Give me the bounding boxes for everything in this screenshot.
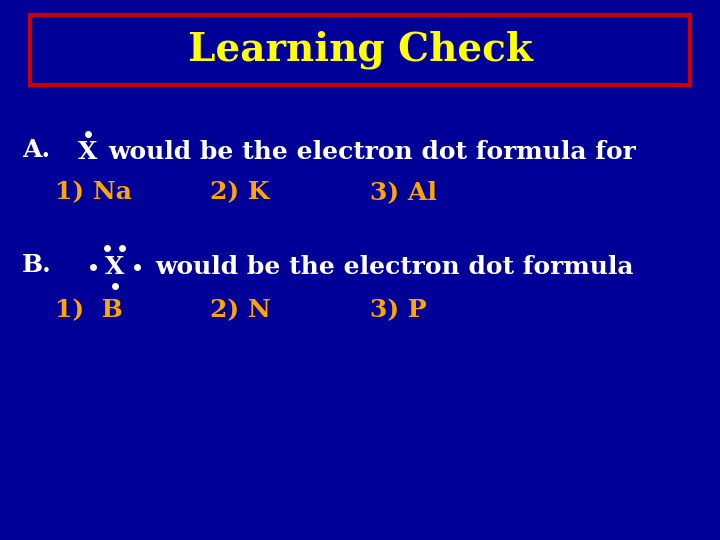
Text: X: X xyxy=(105,255,125,279)
Text: 1) Na: 1) Na xyxy=(55,180,132,204)
Text: 2) K: 2) K xyxy=(210,180,269,204)
Text: A.: A. xyxy=(22,138,50,162)
Text: 2) N: 2) N xyxy=(210,298,271,322)
Text: would be the electron dot formula for: would be the electron dot formula for xyxy=(108,140,636,164)
FancyBboxPatch shape xyxy=(30,15,690,85)
Text: B.: B. xyxy=(22,253,52,277)
Text: 3) P: 3) P xyxy=(370,298,427,322)
Text: would be the electron dot formula: would be the electron dot formula xyxy=(155,255,634,279)
Text: Learning Check: Learning Check xyxy=(188,31,532,69)
Text: 3) Al: 3) Al xyxy=(370,180,437,204)
Text: 1)  B: 1) B xyxy=(55,298,122,322)
Text: X: X xyxy=(78,140,98,164)
